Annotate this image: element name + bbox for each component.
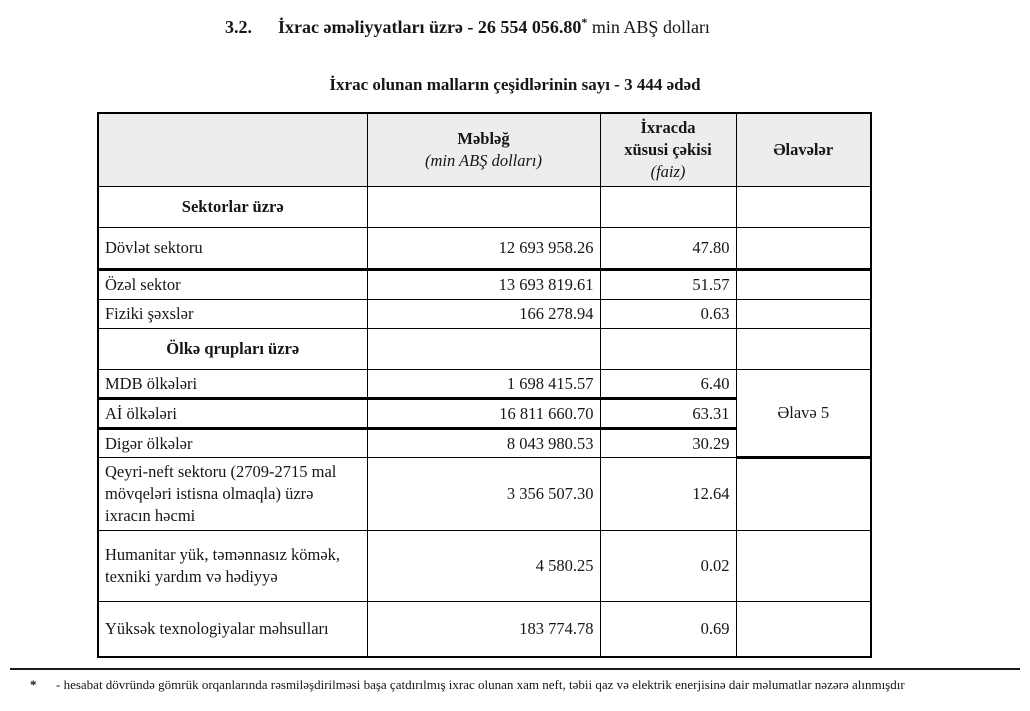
empty-cell [599, 328, 737, 370]
footnote-area: * - hesabat dövründə gömrük orqanlarında… [10, 668, 1020, 693]
header-cell-share: İxracda xüsusi çəkisi (faiz) [599, 112, 737, 187]
row-label: Qeyri-neft sektoru (2709-2715 mal mövqel… [97, 457, 368, 531]
page-subtitle: İxrac olunan malların çeşidlərinin sayı … [329, 75, 701, 94]
row-share: 0.02 [599, 530, 737, 602]
header-cell-annex: Əlavələr [735, 112, 872, 187]
row-amount: 1 698 415.57 [366, 369, 601, 400]
row-share: 63.31 [599, 398, 737, 430]
empty-cell [735, 530, 872, 602]
section-row-country-groups: Ölkə qrupları üzrə [97, 328, 872, 370]
table-header-row: Məbləğ (min ABŞ dolları) İxracda xüsusi … [97, 112, 872, 187]
page-title: 3.2. İxrac əməliyyatları üzrə - 26 554 05… [225, 15, 1030, 38]
row-amount: 13 693 819.61 [366, 269, 601, 300]
table-row: MDB ölkələri 1 698 415.57 6.40 Əlavə 5 [97, 369, 872, 459]
row-share: 47.80 [599, 227, 737, 271]
table-row: Humanitar yük, təmənnasız kömək, texniki… [97, 530, 872, 602]
row-label: Özəl sektor [97, 269, 368, 300]
table-row: Digər ölkələr 8 043 980.53 30.29 [97, 428, 871, 458]
header-amount-label: Məbləğ [457, 129, 510, 149]
header-share-unit: (faiz) [650, 161, 686, 181]
section-number: 3.2. [225, 17, 252, 37]
row-label: MDB ölkələri [97, 369, 368, 400]
table-row: Fiziki şəxslər 166 278.94 0.63 [97, 299, 872, 329]
title-bold-text: İxrac əməliyyatları üzrə - 26 554 056.80 [278, 17, 582, 37]
empty-cell [735, 457, 872, 531]
title-suffix: min ABŞ dolları [587, 17, 710, 37]
export-operations-table: Məbləğ (min ABŞ dolları) İxracda xüsusi … [97, 112, 872, 658]
row-share: 0.63 [599, 299, 737, 329]
empty-cell [735, 186, 872, 228]
row-amount: 4 580.25 [366, 530, 601, 602]
section-row-sectors: Sektorlar üzrə [97, 186, 872, 228]
empty-cell [599, 186, 737, 228]
footnote-text: - hesabat dövründə gömrük orqanlarında r… [56, 677, 905, 692]
section-label: Ölkə qrupları üzrə [97, 328, 368, 370]
header-amount-unit: (min ABŞ dolları) [424, 151, 543, 170]
footnote-marker: * [30, 677, 37, 692]
row-label: Digər ölkələr [97, 428, 368, 458]
row-label: Humanitar yük, təmənnasız kömək, texniki… [97, 530, 368, 602]
row-amount: 3 356 507.30 [366, 457, 601, 531]
row-label: Yüksək texnologiyalar məhsulları [97, 601, 368, 658]
row-label: Aİ ölkələri [97, 398, 368, 430]
table-row: Dövlət sektoru 12 693 958.26 47.80 [97, 227, 872, 271]
row-amount: 12 693 958.26 [366, 227, 601, 271]
row-amount: 166 278.94 [366, 299, 601, 329]
row-share: 0.69 [599, 601, 737, 658]
empty-cell [735, 601, 872, 658]
empty-cell [735, 299, 872, 329]
annex-reference-cell: Əlavə 5 [735, 369, 872, 459]
section-label: Sektorlar üzrə [97, 186, 368, 228]
empty-cell [735, 227, 872, 271]
table-row: Qeyri-neft sektoru (2709-2715 mal mövqel… [97, 457, 872, 531]
row-amount: 183 774.78 [366, 601, 601, 658]
empty-cell [366, 186, 601, 228]
header-cell-empty [97, 112, 368, 187]
footnote-reference-asterisk: * [581, 15, 588, 29]
row-amount: 8 043 980.53 [366, 428, 601, 458]
header-cell-amount: Məbləğ (min ABŞ dolları) [366, 112, 601, 187]
row-share: 30.29 [599, 428, 737, 458]
table-row: Aİ ölkələri 16 811 660.70 63.31 [97, 398, 871, 430]
header-share-label-line2: xüsusi çəkisi [624, 140, 712, 160]
footnote: * - hesabat dövründə gömrük orqanlarında… [10, 677, 1020, 693]
empty-cell [735, 328, 872, 370]
header-share-label-line1: İxracda [640, 118, 696, 138]
table-row: Yüksək texnologiyalar məhsulları 183 774… [97, 601, 872, 658]
row-amount: 16 811 660.70 [366, 398, 601, 430]
table-row: Özəl sektor 13 693 819.61 51.57 [97, 269, 872, 300]
row-label: Fiziki şəxslər [97, 299, 368, 329]
empty-cell [366, 328, 601, 370]
row-label: Dövlət sektoru [97, 227, 368, 271]
row-share: 6.40 [599, 369, 737, 400]
row-share: 12.64 [599, 457, 737, 531]
empty-cell [735, 269, 872, 300]
row-share: 51.57 [599, 269, 737, 300]
